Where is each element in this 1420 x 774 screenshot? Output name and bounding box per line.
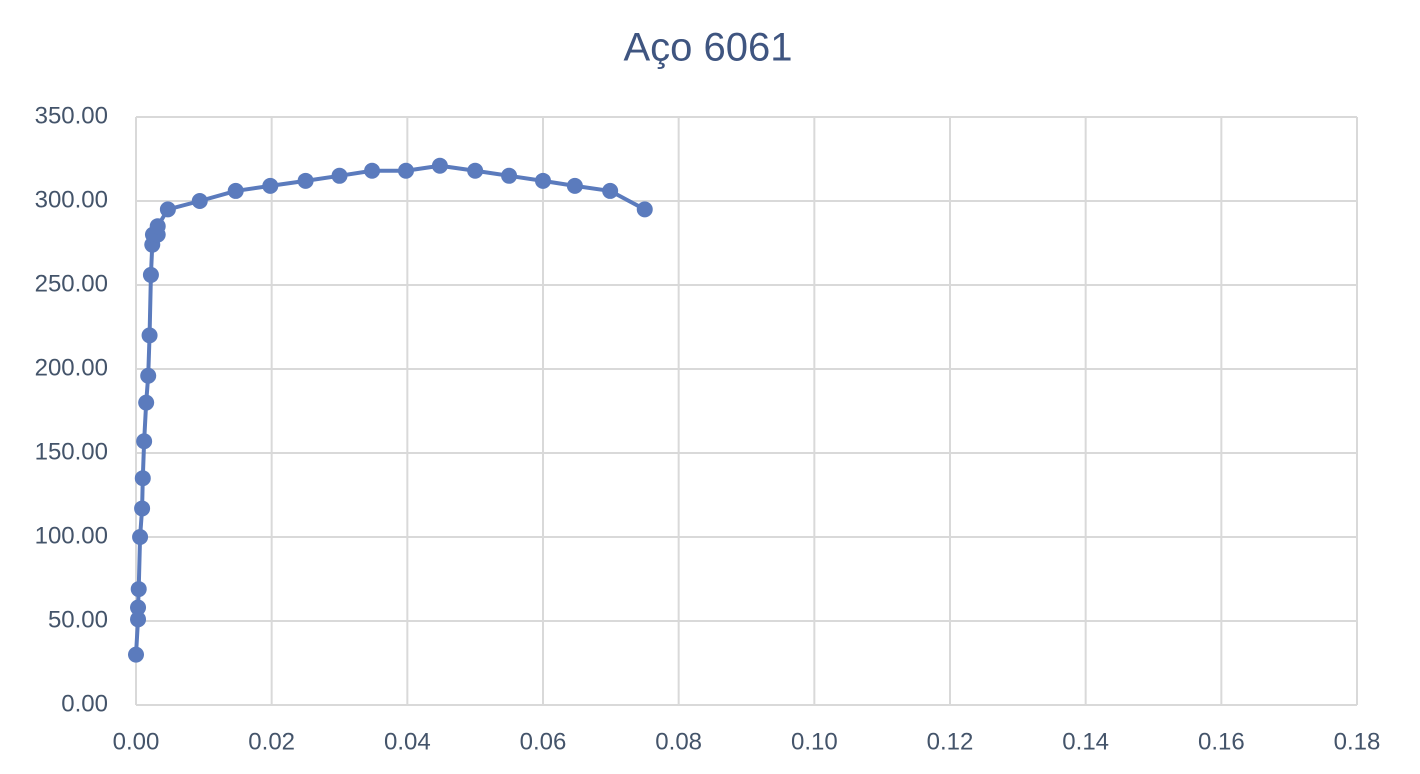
data-point <box>431 157 448 174</box>
data-point <box>397 162 414 179</box>
y-tick-label: 100.00 <box>35 522 108 549</box>
x-tick-label: 0.12 <box>927 728 974 755</box>
data-point <box>501 167 518 184</box>
x-tick-label: 0.14 <box>1062 728 1109 755</box>
data-point <box>140 367 157 384</box>
data-point <box>364 162 381 179</box>
data-point <box>128 646 144 663</box>
data-point <box>134 500 151 517</box>
data-point <box>262 177 279 194</box>
data-point <box>130 581 147 598</box>
y-tick-label: 250.00 <box>35 270 108 297</box>
data-point <box>297 172 314 189</box>
y-tick-label: 50.00 <box>48 606 108 633</box>
x-tick-label: 0.16 <box>1198 728 1245 755</box>
data-point <box>602 182 619 199</box>
data-point <box>134 470 151 487</box>
data-point <box>142 266 159 283</box>
data-point <box>636 201 653 218</box>
x-tick-label: 0.10 <box>791 728 838 755</box>
data-point <box>535 172 551 189</box>
x-tick-label: 0.02 <box>248 728 295 755</box>
data-point <box>159 201 176 218</box>
data-point <box>467 162 484 179</box>
chart-title: Aço 6061 <box>623 26 792 70</box>
data-point <box>141 327 158 344</box>
data-point <box>227 182 244 199</box>
x-tick-label: 0.00 <box>113 728 160 755</box>
data-point <box>130 611 147 628</box>
y-tick-label: 0.00 <box>61 690 108 717</box>
y-tick-label: 150.00 <box>35 438 108 465</box>
data-point <box>138 394 155 411</box>
x-tick-label: 0.06 <box>520 728 567 755</box>
series-line <box>134 163 646 655</box>
data-point <box>130 599 147 616</box>
data-point <box>191 193 208 209</box>
data-point <box>566 177 583 194</box>
y-tick-label: 200.00 <box>35 354 108 381</box>
data-point <box>149 218 166 235</box>
x-tick-label: 0.04 <box>384 728 431 755</box>
data-point <box>132 529 149 545</box>
y-tick-label: 300.00 <box>35 186 108 213</box>
data-point <box>331 167 348 184</box>
x-tick-label: 0.18 <box>1334 728 1381 755</box>
x-tick-label: 0.08 <box>655 728 702 755</box>
data-point <box>136 433 153 450</box>
y-tick-label: 350.00 <box>35 102 108 129</box>
